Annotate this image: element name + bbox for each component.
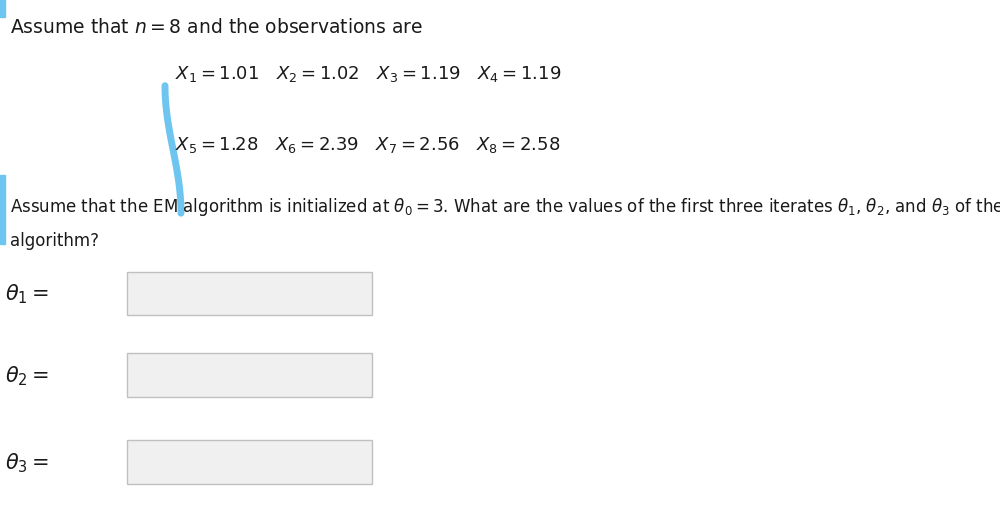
Text: $X_5 = 1.28 \quad X_6 = 2.39 \quad X_7 = 2.56 \quad X_8 = 2.58$: $X_5 = 1.28 \quad X_6 = 2.39 \quad X_7 =… [175, 135, 560, 155]
Bar [0, 0, 5, 18]
Bar [0, 176, 5, 244]
FancyBboxPatch shape [127, 354, 372, 397]
Text: $\theta_3 =$: $\theta_3 =$ [5, 450, 49, 474]
Text: Assume that the EM algorithm is initialized at $\theta_0 = 3$. What are the valu: Assume that the EM algorithm is initiali… [10, 196, 1000, 218]
Text: $X_1 = 1.01 \quad X_2 = 1.02 \quad X_3 = 1.19 \quad X_4 = 1.19$: $X_1 = 1.01 \quad X_2 = 1.02 \quad X_3 =… [175, 64, 561, 83]
FancyBboxPatch shape [127, 440, 372, 484]
FancyBboxPatch shape [127, 272, 372, 316]
Text: $\theta_1 =$: $\theta_1 =$ [5, 282, 49, 306]
Text: Assume that $n = 8$ and the observations are: Assume that $n = 8$ and the observations… [10, 18, 423, 37]
Text: algorithm?: algorithm? [10, 232, 99, 249]
Text: $\theta_2 =$: $\theta_2 =$ [5, 363, 49, 387]
